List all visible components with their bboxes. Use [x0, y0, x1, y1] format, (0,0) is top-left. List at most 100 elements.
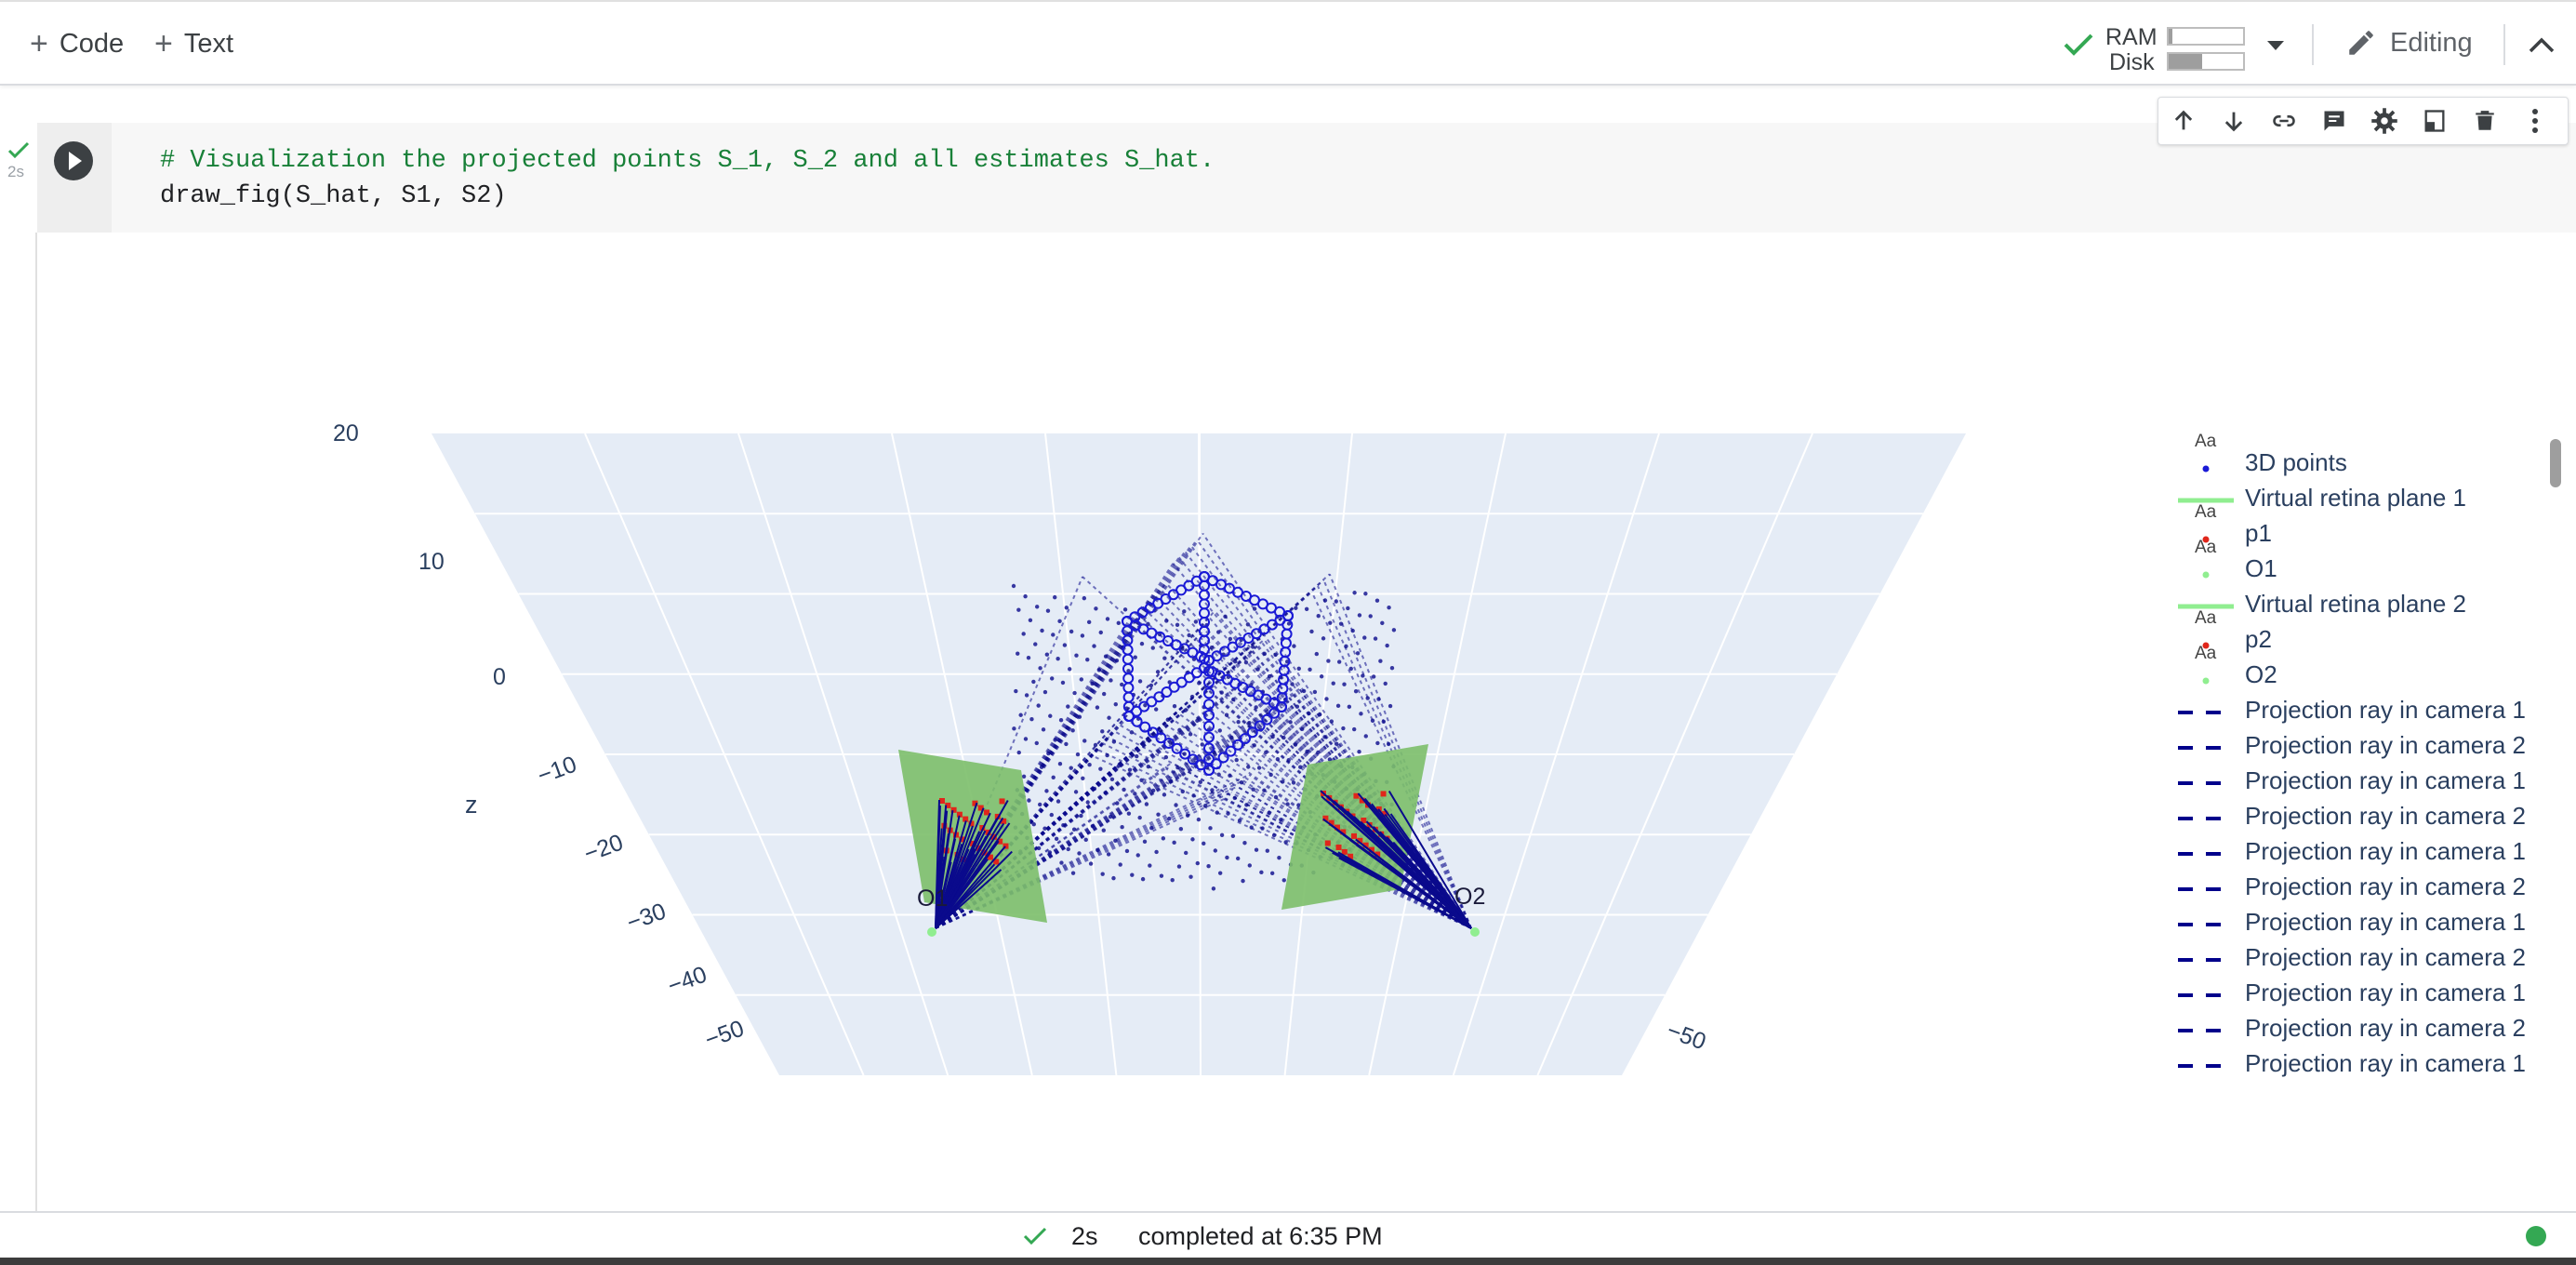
point-3d [1307, 711, 1311, 716]
caret-down-icon[interactable] [2265, 39, 2286, 52]
projected-point-p1 [999, 798, 1005, 805]
legend-item[interactable]: Projection ray in camera 2 [2167, 731, 2557, 765]
point-3d [1249, 825, 1254, 830]
point-3d [1100, 729, 1105, 734]
legend-item[interactable]: Projection ray in camera 1 [2167, 837, 2557, 871]
point-3d [1190, 667, 1202, 679]
move-up-icon[interactable] [2166, 103, 2201, 139]
point-3d [1167, 816, 1172, 821]
add-code-button[interactable]: + Code [30, 28, 124, 60]
point-3d [1200, 742, 1204, 747]
legend-symbol [2178, 1029, 2234, 1032]
legend-item[interactable]: Aa p2 [2167, 608, 2557, 659]
point-3d [1240, 733, 1251, 744]
point-3d [1153, 707, 1159, 712]
legend-scrollbar[interactable] [2550, 439, 2561, 487]
plotly-3d-scene[interactable]: 20 10 0 −10 −20 −30 −40 −50 z −50 O1 O2 [186, 420, 1990, 1079]
legend-item[interactable]: Projection ray in camera 2 [2167, 1014, 2557, 1047]
legend-item[interactable]: Aa O2 [2167, 644, 2557, 694]
projection-ray [1388, 790, 1472, 929]
point-3d [1048, 713, 1053, 718]
resource-monitor[interactable]: RAM Disk [2055, 15, 2297, 75]
point-3d [1105, 617, 1110, 621]
point-3d [1122, 787, 1126, 792]
point-3d [1279, 818, 1283, 822]
add-text-button[interactable]: + Text [154, 28, 233, 60]
projection-ray [1184, 551, 1472, 929]
run-cell-button[interactable] [54, 141, 93, 180]
more-vert-icon[interactable] [2517, 103, 2553, 139]
point-3d [1051, 775, 1056, 779]
legend-item[interactable]: Aa 3D points [2167, 432, 2557, 482]
point-3d [1247, 720, 1252, 726]
point-3d [1056, 656, 1060, 661]
point-3d [1232, 795, 1237, 801]
point-3d [1082, 739, 1087, 743]
connection-status-dot[interactable] [2526, 1226, 2546, 1246]
projection-ray [935, 806, 941, 929]
legend-item[interactable]: Projection ray in camera 1 [2167, 766, 2557, 800]
point-3d [1223, 614, 1228, 619]
point-3d [1322, 598, 1328, 603]
point-3d [1327, 757, 1333, 762]
point-3d [1114, 658, 1120, 663]
mirror-cell-icon[interactable] [2417, 103, 2452, 139]
legend-item[interactable]: Projection ray in camera 1 [2167, 908, 2557, 941]
point-3d [1070, 728, 1075, 733]
point-3d [1029, 717, 1034, 722]
point-3d [1036, 703, 1041, 708]
code-editor[interactable]: # Visualization the projected points S_1… [37, 123, 2576, 233]
point-3d [1085, 800, 1090, 805]
point-3d [1380, 620, 1385, 626]
projected-point-p1 [959, 836, 965, 843]
legend-item[interactable]: Aa p1 [2167, 502, 2557, 553]
trash-icon[interactable] [2467, 103, 2503, 139]
point-3d [1172, 703, 1177, 709]
point-3d [1352, 591, 1357, 595]
legend-item[interactable]: Projection ray in camera 2 [2167, 802, 2557, 835]
point-3d [1362, 635, 1367, 640]
point-3d [1276, 701, 1287, 712]
link-icon[interactable] [2266, 103, 2302, 139]
point-3d [1174, 803, 1178, 807]
point-3d [1203, 687, 1215, 699]
point-3d [1053, 594, 1057, 600]
point-3d [1281, 878, 1286, 883]
legend-item[interactable]: Projection ray in camera 2 [2167, 872, 2557, 906]
legend-marker-text: Aa [2195, 644, 2217, 663]
point-3d [1122, 607, 1128, 612]
projected-point-p1 [963, 816, 969, 822]
point-3d [1060, 680, 1066, 686]
gear-icon[interactable] [2367, 103, 2402, 139]
point-3d [1285, 802, 1290, 806]
z-tick: 0 [493, 664, 506, 690]
point-3d [1130, 872, 1135, 877]
comment-icon[interactable] [2317, 103, 2352, 139]
point-3d [1363, 734, 1368, 739]
projected-point-p1 [997, 838, 1003, 845]
legend-item[interactable]: Projection ray in camera 1 [2167, 696, 2557, 729]
legend-item[interactable]: Projection ray in camera 1 [2167, 1049, 2557, 1083]
move-down-icon[interactable] [2216, 103, 2251, 139]
point-3d [1131, 715, 1143, 727]
point-3d [1336, 659, 1342, 664]
point-3d [1044, 789, 1049, 793]
point-3d [1301, 688, 1307, 694]
plot-legend[interactable]: Aa 3D points Virtual retina plane 1 Aa p1 Aa O… [2167, 428, 2557, 1079]
legend-symbol [2178, 711, 2234, 714]
legend-item[interactable]: Projection ray in camera 1 [2167, 979, 2557, 1012]
point-3d [1196, 817, 1202, 822]
legend-item[interactable]: Aa O1 [2167, 538, 2557, 588]
point-3d [1292, 644, 1296, 648]
editing-mode-button[interactable]: Editing [2345, 22, 2473, 63]
projected-point-p1 [987, 854, 993, 860]
legend-symbol [2178, 852, 2234, 856]
legend-item[interactable]: Virtual retina plane 2 [2167, 590, 2557, 623]
collapse-chevron-up-icon[interactable] [2528, 35, 2556, 54]
bottom-strip [0, 1258, 2576, 1265]
legend-item[interactable]: Projection ray in camera 2 [2167, 943, 2557, 977]
point-3d [1023, 737, 1029, 741]
point-3d [1202, 803, 1208, 808]
legend-item[interactable]: Virtual retina plane 1 [2167, 484, 2557, 517]
point-3d [1046, 751, 1051, 756]
